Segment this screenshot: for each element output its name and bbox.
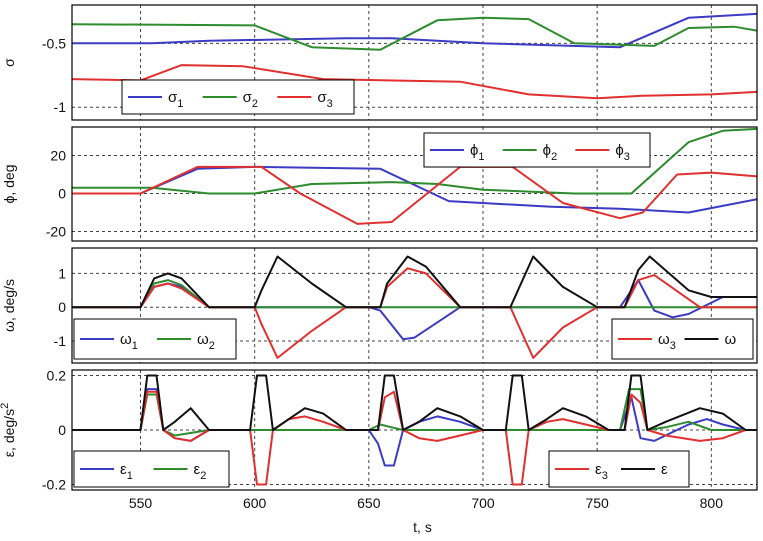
y-axis-label: σ (1, 58, 17, 67)
series-line-ω (72, 255, 757, 309)
series-line-σ3 (72, 64, 757, 100)
x-axis-label: t, s (413, 519, 432, 535)
legend-label-subscript: 1 (127, 470, 133, 482)
legend-label-subscript: 2 (551, 151, 557, 163)
y-axis-label-exponent: 2 (0, 403, 11, 409)
y-tick-label: 0 (58, 299, 66, 315)
legend-label-subscript: 3 (327, 98, 333, 110)
y-tick-label: -20 (46, 224, 66, 240)
y-tick-label: -1 (54, 333, 67, 349)
series-line-ε3 (72, 390, 757, 486)
x-tick-label: 650 (357, 495, 381, 511)
axes-frame (71, 369, 758, 491)
legend-label-subscript: 1 (132, 340, 138, 352)
legend-5: ε1 ε2 (73, 450, 230, 488)
legend-label-subscript: 2 (209, 340, 215, 352)
y-tick-label: 0.2 (47, 367, 67, 383)
y-tick-label: -0.5 (42, 35, 66, 51)
x-tick-label: 550 (129, 495, 153, 511)
legend-label-subscript: 2 (200, 470, 206, 482)
x-tick-label: 600 (243, 495, 267, 511)
legend-4: ω3 ω (611, 318, 754, 360)
series-line-σ2 (72, 16, 757, 51)
series-line-ε (72, 374, 757, 431)
legend-label-subscript: 3 (602, 470, 608, 482)
y-axis-label: ε, deg/s2 (0, 403, 17, 457)
series-line-σ1 (72, 12, 757, 49)
legend-label-subscript: 3 (624, 151, 630, 163)
y-tick-label: -0.2 (42, 477, 66, 493)
legend-6: ε3 ε (548, 450, 690, 488)
axes-frame (71, 247, 758, 364)
axes-frame (71, 126, 758, 242)
y-tick-label: -1 (54, 99, 67, 115)
legend-label-subscript: 2 (252, 98, 258, 110)
y-tick-label: 20 (50, 148, 66, 164)
y-tick-label: 0 (58, 422, 66, 438)
legend-label-subscript: 3 (670, 340, 676, 352)
legend-label-subscript: 1 (177, 98, 183, 110)
legend-2: ϕ1 ϕ2 ϕ3 (423, 132, 651, 168)
x-tick-label: 700 (471, 495, 495, 511)
legend-1: σ1 σ2 σ3 (121, 79, 355, 115)
y-tick-label: 0 (58, 186, 66, 202)
x-tick-label: 750 (585, 495, 609, 511)
series-line-ϕ2 (72, 127, 757, 195)
legend-label: ε (661, 461, 668, 478)
x-tick-label: 800 (700, 495, 724, 511)
y-tick-label: 1 (58, 265, 66, 281)
axes-frame (71, 4, 758, 121)
y-axis-label: ω, deg/s (1, 279, 17, 332)
legend-label-subscript: 1 (478, 151, 484, 163)
legend-label: ω (725, 331, 737, 348)
y-axis-label: ϕ, deg (1, 165, 17, 204)
legend-3: ω1 ω2 (73, 318, 237, 360)
panel-1: -0.5 -1 σ (1, 4, 758, 121)
